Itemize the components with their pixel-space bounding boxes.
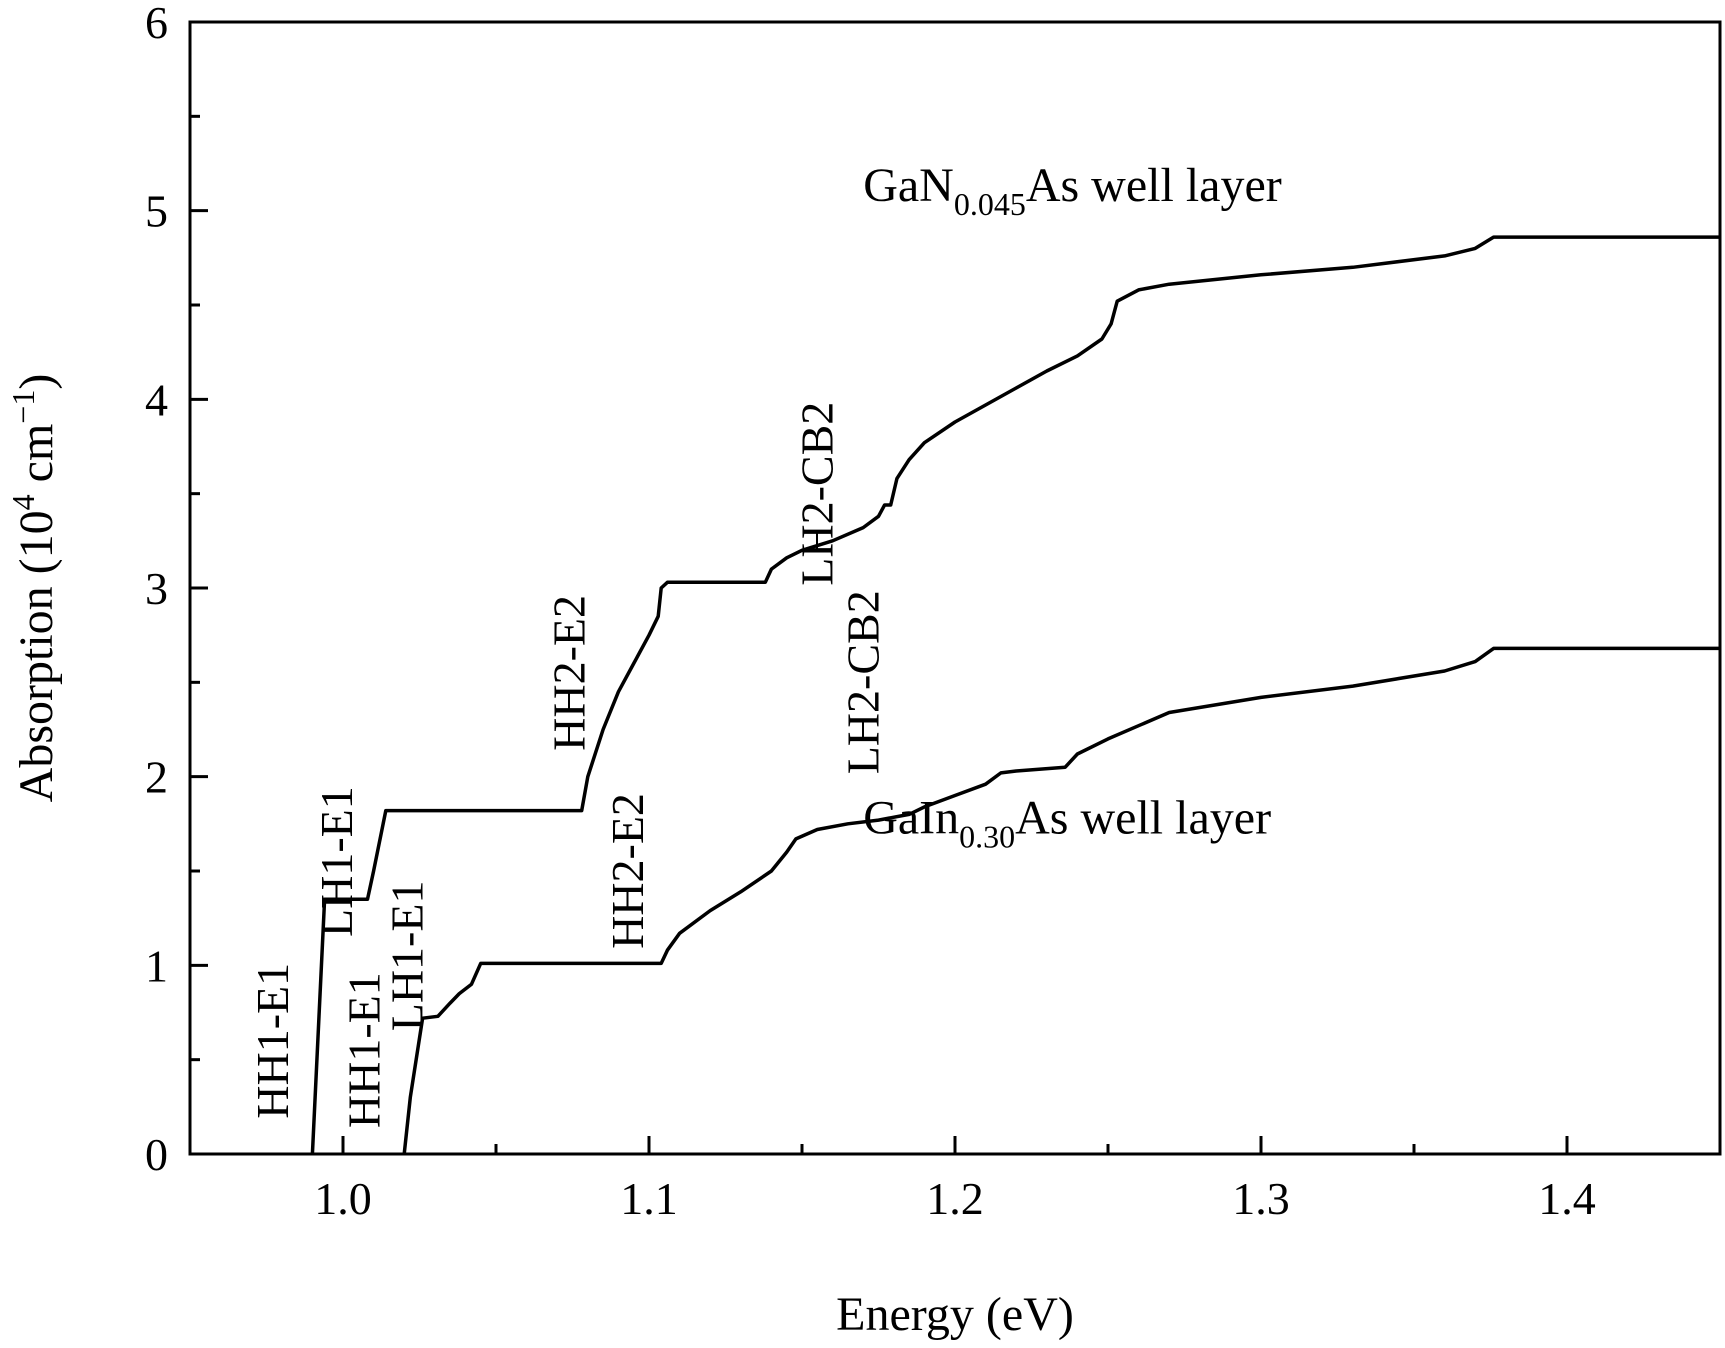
y-title-exp2: −1 [5, 390, 41, 424]
x-tick-label: 1.1 [620, 1173, 678, 1224]
transition-label: LH1-E1 [382, 881, 433, 1032]
y-tick-label: 4 [145, 374, 168, 425]
y-tick-label: 5 [145, 186, 168, 237]
series-lines [310, 235, 1720, 1155]
x-axis-ticks: 1.0 1.1 1.2 1.3 1.4 [314, 1136, 1596, 1224]
transition-label: HH2-E2 [602, 793, 653, 949]
series-line-2 [402, 646, 1720, 1155]
y-tick-label: 1 [145, 940, 168, 991]
series-label-base: GaIn [863, 791, 959, 844]
y-tick-label: 0 [145, 1129, 168, 1180]
y-title-after: ) [10, 374, 63, 390]
series-label-1: GaN0.045As well layer [863, 159, 1282, 222]
y-tick-label: 6 [145, 0, 168, 48]
y-tick-label: 3 [145, 563, 168, 614]
y-axis-ticks: 0 1 2 3 4 5 6 [145, 0, 208, 1180]
series-line-1 [310, 235, 1720, 1155]
series-label-subscript: 0.30 [959, 818, 1015, 854]
x-tick-label: 1.3 [1232, 1173, 1290, 1224]
transition-label: LH1-E1 [311, 786, 362, 937]
transition-label: HH1-E1 [247, 963, 298, 1119]
transition-annotations: HH1-E1LH1-E1HH1-E1LH1-E1HH2-E2HH2-E2LH2-… [247, 402, 889, 1128]
y-title-middle: cm [10, 424, 63, 495]
y-tick-label: 2 [145, 752, 168, 803]
transition-label: HH1-E1 [339, 972, 390, 1128]
transition-label: LH2-CB2 [838, 590, 889, 774]
y-title-exp1: 4 [5, 494, 41, 510]
x-tick-label: 1.4 [1538, 1173, 1596, 1224]
y-title-before: Absorption (10 [10, 510, 63, 802]
series-label-base: GaN [863, 159, 954, 212]
series-label-rest: As well layer [1026, 159, 1282, 212]
x-tick-label: 1.0 [314, 1173, 372, 1224]
series-label-rest: As well layer [1015, 791, 1271, 844]
x-tick-label: 1.2 [926, 1173, 984, 1224]
x-axis-title: Energy (eV) [836, 1288, 1074, 1341]
transition-label: HH2-E2 [544, 595, 595, 751]
series-label-subscript: 0.045 [954, 186, 1026, 222]
y-axis-title: Absorption (104 cm−1) [5, 374, 63, 803]
transition-label: LH2-CB2 [792, 402, 843, 586]
series-label-2: GaIn0.30As well layer [863, 791, 1271, 854]
